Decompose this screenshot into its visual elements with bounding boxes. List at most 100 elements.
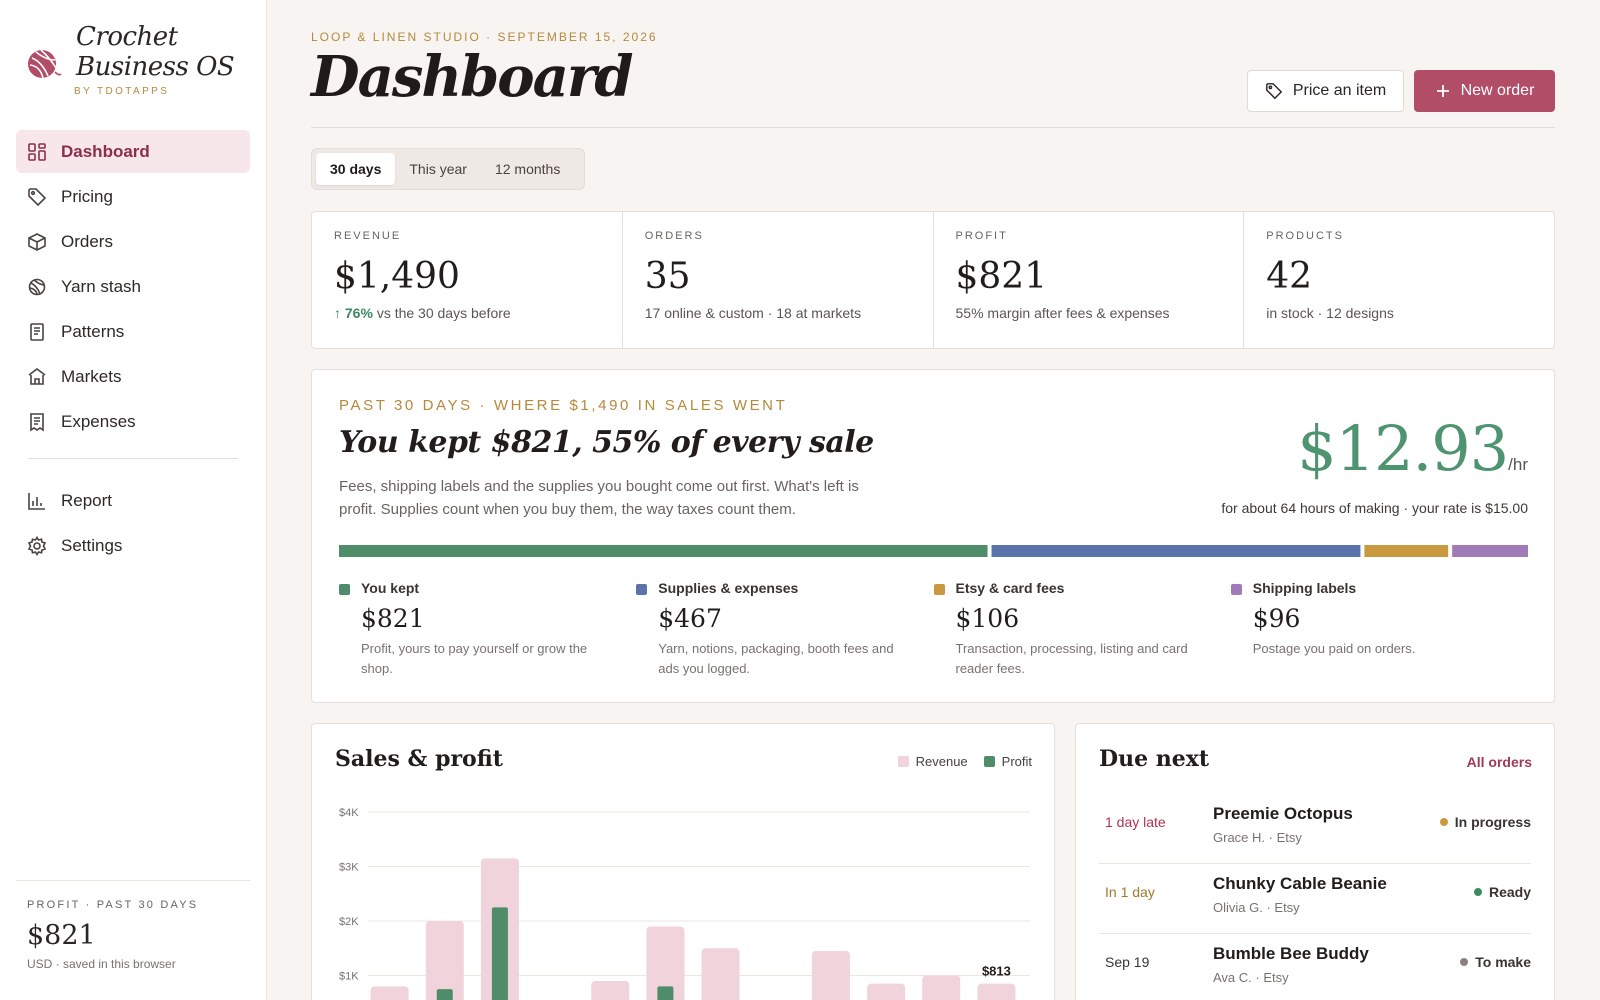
- sidebar-item-yarn-stash[interactable]: Yarn stash: [16, 265, 250, 308]
- legend-swatch-profit: [983, 756, 995, 767]
- due-when: In 1 day: [1105, 884, 1155, 900]
- revenue-bar[interactable]: [370, 986, 409, 1000]
- header-divider: [311, 127, 1555, 128]
- due-when: 1 day late: [1105, 814, 1166, 830]
- range-option-30-days[interactable]: 30 days: [316, 153, 396, 185]
- range-option-12-months[interactable]: 12 months: [494, 161, 561, 177]
- brand-name-line1: Crochet: [76, 22, 178, 52]
- sidebar-item-dashboard[interactable]: Dashboard: [16, 130, 250, 173]
- profit-bar[interactable]: [657, 986, 674, 1000]
- y-tick-label: $1K: [339, 971, 359, 983]
- brand-name-line2: Business OS: [76, 52, 235, 82]
- brand-logo[interactable]: Crochet Business OS BY TDOTAPPS: [24, 22, 244, 102]
- range-option-this-year[interactable]: This year: [409, 161, 467, 177]
- revenue-bar[interactable]: [591, 980, 630, 1000]
- brand-byline: BY TDOTAPPS: [74, 86, 170, 97]
- legend-swatch: [636, 584, 648, 595]
- revenue-bar[interactable]: [701, 948, 740, 1000]
- status-dot-icon: [1473, 888, 1482, 896]
- status-dot-icon: [1460, 958, 1469, 966]
- breakdown-legend: You kept $821 Profit, yours to pay yours…: [339, 580, 1528, 679]
- revenue-bar[interactable]: [867, 983, 906, 1000]
- bar-value-label: $813: [982, 964, 1011, 979]
- sidebar-item-orders[interactable]: Orders: [16, 220, 250, 263]
- chart-icon: [28, 492, 45, 510]
- revenue-bar[interactable]: [646, 926, 685, 1000]
- sales-breakdown-card: PAST 30 DAYS · WHERE $1,490 IN SALES WEN…: [311, 369, 1555, 703]
- order-customer: Grace H. · Etsy: [1213, 830, 1302, 845]
- breakdown-item-amount: $106: [955, 604, 1020, 633]
- y-tick-label: $2K: [339, 916, 359, 928]
- breakdown-item-shipping: Shipping labels $96 Postage you paid on …: [1230, 580, 1528, 679]
- sales-chart-title: Sales & profit: [335, 746, 503, 772]
- order-item-name: Bumble Bee Buddy: [1213, 944, 1369, 963]
- breakdown-item-name: Etsy & card fees: [955, 580, 1065, 596]
- sidebar-item-pricing[interactable]: Pricing: [16, 175, 250, 218]
- stat-revenue: REVENUE $1,490 ↑ 76% vs the 30 days befo…: [312, 212, 623, 348]
- sidebar-item-label: Dashboard: [61, 141, 150, 161]
- due-order-row[interactable]: In 1 day Chunky Cable Beanie Olivia G. ·…: [1099, 864, 1531, 934]
- revenue-bar[interactable]: [977, 983, 1016, 1000]
- all-orders-link[interactable]: All orders: [1466, 754, 1532, 770]
- hourly-rate-value: $12.93: [1297, 412, 1509, 485]
- breakdown-segment: [339, 545, 988, 557]
- sidebar-item-report[interactable]: Report: [16, 479, 250, 522]
- breakdown-item-name: You kept: [361, 580, 420, 596]
- stat-sub: ↑ 76% vs the 30 days before: [334, 305, 600, 321]
- up-arrow-icon: ↑: [334, 305, 345, 321]
- sales-chart-legend: Revenue Profit: [882, 754, 1032, 769]
- legend-label: Profit: [1001, 754, 1032, 769]
- market-icon: [28, 367, 46, 385]
- sidebar-item-label: Report: [61, 490, 113, 510]
- stat-label: PRODUCTS: [1266, 230, 1344, 242]
- breakdown-item-amount: $821: [361, 604, 425, 633]
- sidebar-item-expenses[interactable]: Expenses: [16, 400, 250, 443]
- revenue-bar[interactable]: [922, 975, 961, 1000]
- stat-label: REVENUE: [334, 230, 402, 242]
- revenue-bar[interactable]: [811, 950, 850, 1000]
- breakdown-item-supplies: Supplies & expenses $467 Yarn, notions, …: [636, 580, 933, 679]
- breakdown-description: Fees, shipping labels and the supplies y…: [339, 478, 859, 518]
- sidebar-item-settings[interactable]: Settings: [16, 524, 250, 567]
- due-order-row[interactable]: Sep 19 Bumble Bee Buddy Ava C. · Etsy To…: [1099, 934, 1531, 1000]
- range-selector: 30 days This year 12 months: [311, 148, 585, 190]
- brand-name: Crochet Business OS: [76, 22, 235, 82]
- legend-swatch-revenue: [897, 756, 909, 767]
- stat-delta: 76%: [344, 305, 373, 321]
- stat-products: PRODUCTS 42 in stock · 12 designs: [1244, 212, 1554, 348]
- order-status: To make: [1460, 954, 1531, 970]
- price-item-button[interactable]: Price an item: [1247, 70, 1404, 112]
- stat-label: ORDERS: [644, 230, 704, 242]
- breakdown-stacked-bar: [339, 545, 1528, 557]
- breakdown-item-amount: $96: [1252, 604, 1301, 633]
- revenue-bar[interactable]: [425, 921, 464, 1000]
- order-status-label: Ready: [1488, 884, 1531, 900]
- breakdown-item-note: Profit, yours to pay yourself or grow th…: [361, 641, 588, 676]
- due-order-row[interactable]: 1 day late Preemie Octopus Grace H. · Et…: [1099, 794, 1531, 864]
- breakdown-item-note: Yarn, notions, packaging, booth fees and…: [658, 641, 894, 676]
- profit-bar[interactable]: [491, 907, 508, 1000]
- breakdown-item-fees: Etsy & card fees $106 Transaction, proce…: [933, 580, 1231, 679]
- new-order-button[interactable]: New order: [1414, 70, 1555, 112]
- due-order-list: 1 day late Preemie Octopus Grace H. · Et…: [1099, 794, 1531, 1000]
- price-item-label: Price an item: [1292, 82, 1387, 99]
- stat-value: $821: [955, 256, 1048, 297]
- plus-icon: [1436, 85, 1449, 97]
- breakdown-item-kept: You kept $821 Profit, yours to pay yours…: [339, 580, 636, 679]
- sidebar-item-patterns[interactable]: Patterns: [16, 310, 250, 353]
- order-status: In progress: [1439, 814, 1531, 830]
- page-eyebrow: LOOP & LINEN STUDIO · SEPTEMBER 15, 2026: [311, 30, 658, 44]
- hourly-rate-unit: /hr: [1508, 455, 1528, 474]
- stat-label: PROFIT: [955, 230, 1008, 242]
- breakdown-item-name: Supplies & expenses: [658, 580, 799, 596]
- stat-value: $1,490: [334, 256, 460, 297]
- sidebar-nav: Dashboard Pricing Orders Yarn stash Patt…: [16, 130, 250, 569]
- breakdown-segment: [991, 545, 1361, 557]
- breakdown-item-note: Postage you paid on orders.: [1252, 641, 1416, 656]
- sidebar-item-markets[interactable]: Markets: [16, 355, 250, 398]
- y-tick-label: $3K: [339, 862, 359, 874]
- breakdown-item-name: Shipping labels: [1252, 580, 1357, 596]
- profit-bar[interactable]: [436, 989, 453, 1000]
- stat-sub: 17 online & custom · 18 at markets: [644, 305, 862, 321]
- tag-icon: [1265, 83, 1283, 100]
